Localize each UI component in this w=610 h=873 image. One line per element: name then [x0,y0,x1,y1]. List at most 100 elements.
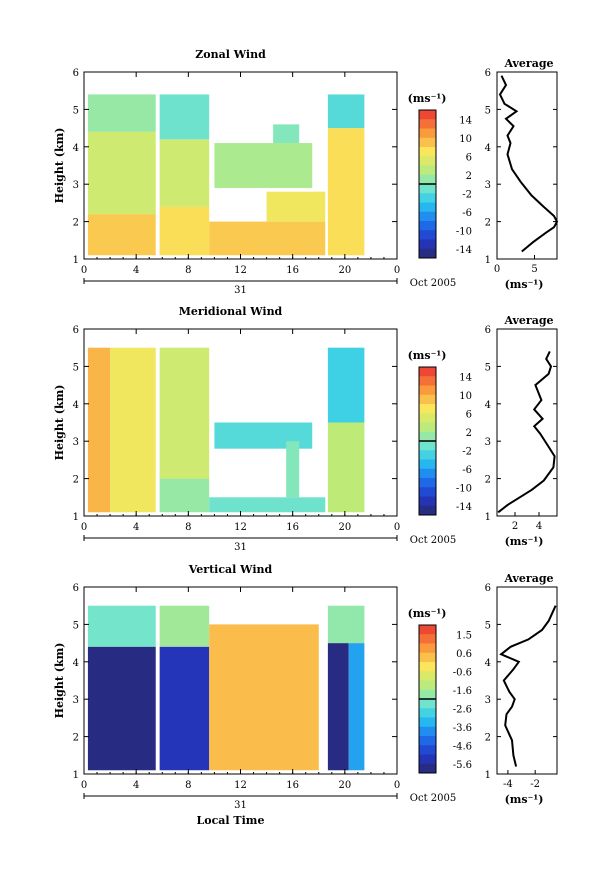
day-label: 31 [234,285,247,296]
colorbar-swatch [419,367,436,377]
profile-line [499,605,557,767]
y-tick-label: 1 [73,255,79,266]
profile-line [498,75,559,253]
colorbar-swatch [419,147,436,157]
colorbar-tick-label: -10 [456,483,472,494]
colorbar-units: (ms⁻¹) [408,92,447,105]
colorbar-tick-label: 6 [466,409,472,420]
profile-y-tick-label: 2 [485,733,491,744]
heatmap-cell [159,206,210,256]
x-tick-label: 0 [394,522,400,533]
colorbar-swatch [419,662,436,672]
y-tick-label: 3 [73,180,79,191]
profile-y-tick-label: 4 [485,400,491,411]
x-tick-label: 20 [338,265,351,276]
date-label: Oct 2005 [410,278,456,289]
profile-y-tick-label: 2 [485,218,491,229]
heatmap-cell [348,643,365,771]
heatmap-cell [327,605,365,644]
x-axis-label: Local Time [197,814,265,827]
colorbar-swatch [419,680,436,691]
colorbar-swatch [419,717,436,728]
colorbar-tick-label: -6 [462,465,472,476]
colorbar-swatch [419,128,436,139]
profile-y-tick-label: 1 [485,770,491,781]
colorbar-tick-label: 14 [459,115,472,126]
heatmap-cell [273,124,300,144]
profile-y-tick-label: 4 [485,143,491,154]
colorbar-tick-label: 2 [466,171,472,182]
colorbar-swatch [419,671,436,681]
profile-y-tick-label: 6 [485,68,491,79]
profile-line [497,350,556,514]
profile-y-tick-label: 3 [485,695,491,706]
x-tick-label: 16 [286,780,299,791]
profile-title: Average [503,57,553,70]
x-tick-label: 0 [81,780,87,791]
y-tick-label: 3 [73,695,79,706]
colorbar-swatch [419,221,436,231]
date-label: Oct 2005 [410,535,456,546]
heatmap-cell [87,605,156,647]
heatmap-cell [327,643,349,771]
colorbar-swatch [419,413,436,423]
x-tick-label: 8 [185,780,191,791]
colorbar-swatch [419,110,436,120]
colorbar-swatch [419,689,436,700]
y-tick-label: 1 [73,770,79,781]
colorbar-swatch [419,422,436,433]
colorbar-swatch [419,763,436,774]
x-tick-label: 0 [81,265,87,276]
profile-y-tick-label: 1 [485,512,491,523]
heatmap-cell [110,347,156,513]
x-tick-label: 20 [338,522,351,533]
x-tick-label: 16 [286,522,299,533]
heatmap-cell [327,347,365,423]
heatmap-cell [159,94,210,140]
heatmap-cell [87,131,156,215]
profile-title: Average [503,314,553,327]
colorbar-swatch [419,165,436,176]
y-tick-label: 6 [73,68,79,79]
panel-title: Zonal Wind [195,48,266,61]
colorbar-tick-label: 10 [459,391,472,402]
colorbar-tick-label: 6 [466,152,472,163]
heatmap-cell [209,624,319,771]
colorbar-swatch [419,137,436,148]
colorbar-swatch [419,431,436,442]
profile-y-tick-label: 3 [485,437,491,448]
x-tick-label: 20 [338,780,351,791]
colorbar-swatch [419,193,436,203]
x-tick-label: 8 [185,522,191,533]
colorbar-swatch [419,726,436,737]
colorbar-swatch [419,202,436,213]
colorbar-tick-label: 2 [466,428,472,439]
colorbar-swatch [419,174,436,185]
profile-x-tick-label: 2 [512,521,518,532]
heatmap-cell [209,221,326,256]
y-tick-label: 4 [73,143,79,154]
y-tick-label: 6 [73,583,79,594]
y-tick-label: 4 [73,400,79,411]
profile-y-tick-label: 2 [485,475,491,486]
profile-y-tick-label: 1 [485,255,491,266]
y-tick-label: 3 [73,437,79,448]
colorbar-tick-label: -2 [462,189,472,200]
x-tick-label: 4 [133,265,139,276]
heatmap-cell [327,94,365,129]
heatmap-cell [209,497,326,513]
colorbar-swatch [419,708,436,718]
colorbar-swatch [419,239,436,250]
x-tick-label: 12 [234,265,247,276]
y-tick-label: 5 [73,620,79,631]
colorbar-swatch [419,652,436,663]
profile-x-tick-label: -4 [503,779,513,790]
colorbar-tick-label: -10 [456,226,472,237]
y-tick-label: 2 [73,733,79,744]
colorbar-swatch [419,699,436,709]
x-tick-label: 0 [394,780,400,791]
x-tick-label: 12 [234,780,247,791]
colorbar-swatch [419,736,436,746]
y-tick-label: 2 [73,218,79,229]
